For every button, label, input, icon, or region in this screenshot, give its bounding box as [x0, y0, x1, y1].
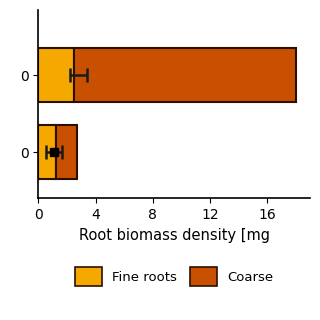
Legend: Fine roots, Coarse: Fine roots, Coarse — [70, 262, 279, 291]
Bar — [38, 48, 74, 102]
Bar — [56, 125, 77, 179]
Bar — [38, 125, 56, 179]
X-axis label: Root biomass density [mg: Root biomass density [mg — [79, 228, 270, 243]
Bar — [74, 48, 296, 102]
